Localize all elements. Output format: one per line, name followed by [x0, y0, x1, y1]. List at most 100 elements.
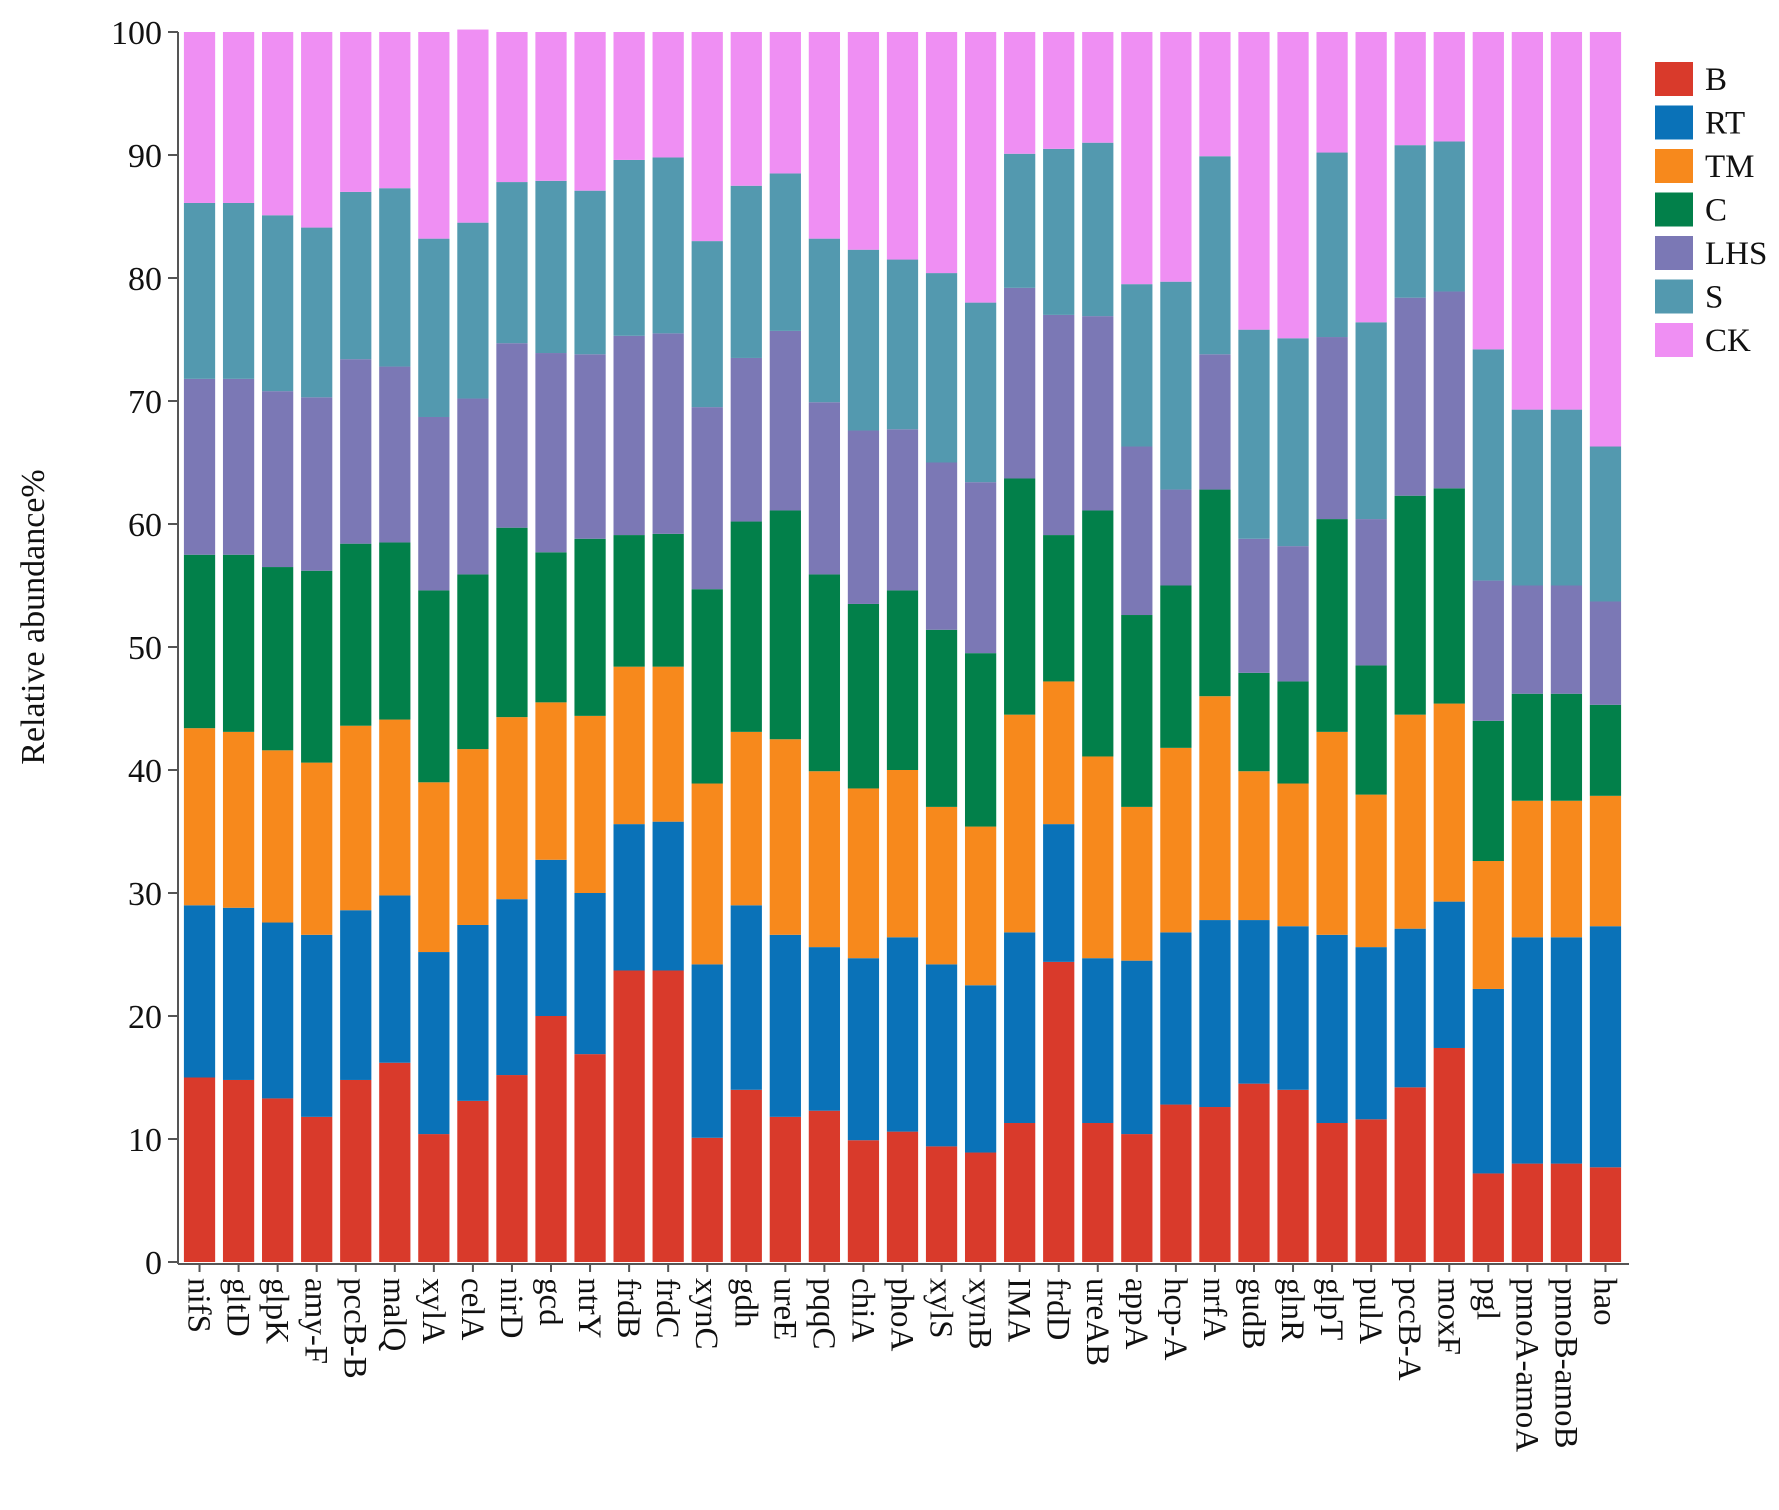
x-tick-label: gltD — [220, 1278, 256, 1337]
bar-segment-lhs-pmoa-amoa — [1511, 585, 1543, 694]
bar-segment-ck-phoa — [886, 32, 919, 260]
x-tick-label: xylA — [415, 1278, 451, 1344]
bar-segment-rt-ntry — [574, 893, 606, 1055]
bar-segment-b-xyls — [925, 1146, 958, 1262]
bar-segment-ck-pccb-a — [1394, 32, 1426, 146]
x-tick-label: glpT — [1313, 1278, 1349, 1340]
bar-segment-b-gltd — [222, 1079, 255, 1262]
bar-segment-tm-pmoa-amoa — [1511, 800, 1543, 938]
bar-segment-b-pmoa-amoa — [1511, 1163, 1543, 1262]
bar-segment-tm-frdb — [613, 666, 645, 825]
legend-label-ck: CK — [1705, 323, 1751, 359]
bar-segment-s-ntry — [574, 190, 606, 355]
bar-segment-rt-frdb — [613, 824, 645, 971]
bar-segment-lhs-appa — [1121, 446, 1153, 616]
bar-segment-lhs-nrfa — [1199, 354, 1231, 490]
bar-segment-b-moxf — [1433, 1047, 1465, 1262]
y-tick-label: 0 — [145, 1245, 162, 1282]
bar-segment-s-nird — [496, 182, 528, 344]
bar-segment-b-frdc — [652, 970, 684, 1262]
bar-segment-c-nifs — [183, 554, 216, 729]
bar-segment-tm-xyls — [925, 806, 958, 965]
bar-segment-tm-ntry — [574, 715, 606, 893]
bar-segment-rt-nird — [496, 899, 528, 1076]
x-tick-label: glnR — [1274, 1278, 1310, 1342]
bar-segment-lhs-malq — [379, 366, 411, 543]
bar-segment-b-pmob-amob — [1550, 1163, 1583, 1262]
bar-segment-lhs-amy-f — [301, 397, 333, 571]
x-tick-label: chiA — [844, 1278, 880, 1342]
bar-segment-c-pmoa-amoa — [1511, 693, 1543, 801]
bar-segment-tm-gudb — [1238, 771, 1270, 921]
bar-segment-lhs-hcp-a — [1160, 489, 1192, 586]
bar-segment-lhs-pccb-a — [1394, 297, 1426, 496]
bar-segment-ck-pmob-amob — [1550, 32, 1583, 410]
bar-segment-s-chia — [847, 249, 880, 431]
bar-segment-c-xyls — [925, 629, 958, 807]
bar-segment-tm-moxf — [1433, 703, 1465, 902]
bar-segment-c-phoa — [886, 590, 919, 770]
bar-segment-c-glpk — [262, 567, 294, 751]
x-tick-label: appA — [1118, 1278, 1154, 1350]
bar-segment-ck-cela — [457, 29, 489, 223]
bar-segment-lhs-chia — [847, 430, 880, 604]
y-tick-label: 10 — [128, 1122, 162, 1159]
bar-segment-ck-nird — [496, 32, 528, 183]
bar-segment-s-hcp-a — [1160, 281, 1192, 490]
bar-segment-b-pccb-a — [1394, 1087, 1426, 1262]
legend-swatch-rt — [1655, 105, 1693, 140]
bar-segment-c-gdh — [730, 521, 762, 732]
bar-segment-ck-appa — [1121, 32, 1153, 285]
bar-segment-rt-pccb-b — [340, 910, 372, 1080]
bar-segment-rt-gdh — [730, 905, 762, 1090]
y-tick-label: 50 — [128, 630, 162, 667]
bar-segment-s-frdd — [1043, 148, 1075, 315]
x-tick-label: gudB — [1235, 1278, 1271, 1350]
bar-segment-s-xynb — [964, 302, 997, 483]
x-tick-label: pccB-A — [1391, 1278, 1427, 1381]
bar-segment-rt-ima — [1004, 932, 1036, 1124]
bar-segment-b-pqqc — [808, 1110, 841, 1262]
bar-segment-tm-pula — [1355, 794, 1387, 948]
bar-segment-lhs-phoa — [886, 429, 919, 591]
bar-segment-ck-xyls — [925, 32, 958, 274]
bar-segment-b-nrfa — [1199, 1107, 1231, 1262]
bar-segment-c-pmob-amob — [1550, 693, 1583, 801]
x-tick-label: IMA — [1001, 1278, 1037, 1342]
y-tick-label: 80 — [128, 261, 162, 298]
bar-segment-rt-xyla — [418, 952, 450, 1135]
bar-segment-b-pula — [1355, 1119, 1387, 1262]
bar-segment-tm-uree — [769, 739, 801, 935]
bar-segment-tm-chia — [847, 788, 880, 959]
bar-segment-rt-amy-f — [301, 934, 333, 1117]
bar-segment-c-hao — [1589, 704, 1622, 796]
bar-segment-tm-malq — [379, 719, 411, 896]
bar-segment-tm-xyla — [418, 782, 450, 953]
legend-label-b: B — [1705, 62, 1727, 98]
legend-swatch-lhs — [1655, 236, 1693, 270]
bar-segment-lhs-xync — [691, 407, 723, 590]
bar-segment-ck-glnr — [1277, 32, 1309, 339]
x-tick-label: gdh — [727, 1278, 763, 1328]
bar-segment-ck-frdc — [652, 32, 684, 158]
bar-segment-ck-xync — [691, 32, 723, 242]
bar-segment-c-cela — [457, 574, 489, 750]
bar-segment-b-ureab — [1082, 1123, 1114, 1262]
bar-segment-lhs-gudb — [1238, 538, 1270, 673]
bar-segment-s-frdc — [652, 157, 684, 334]
x-tick-label: xylS — [923, 1278, 959, 1339]
bar-segment-tm-pgl — [1472, 861, 1504, 989]
x-tick-label: amy-F — [298, 1278, 334, 1364]
legend: B RT TM C LHS S CK — [1655, 62, 1767, 359]
bar-segment-lhs-xyls — [925, 462, 958, 630]
bar-segment-rt-nifs — [183, 905, 216, 1078]
bar-segment-ck-chia — [847, 32, 880, 250]
bar-segment-lhs-gcd — [535, 353, 567, 553]
bar-segment-tm-glpt — [1316, 731, 1348, 935]
bar-segment-c-frdc — [652, 533, 684, 667]
bar-segment-ck-hcp-a — [1160, 32, 1192, 282]
bar-segment-rt-frdc — [652, 821, 684, 971]
bar-segment-rt-pula — [1355, 947, 1387, 1120]
bar-segment-ck-ima — [1004, 32, 1036, 154]
bar-segment-s-gudb — [1238, 329, 1270, 539]
